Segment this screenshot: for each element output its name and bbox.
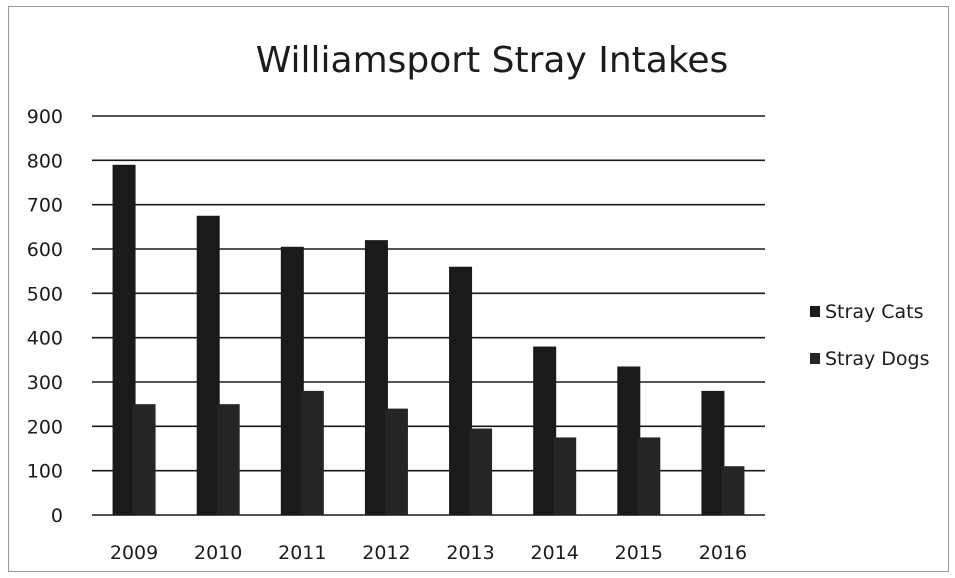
x-tick-label: 2013 xyxy=(446,542,494,564)
legend-swatch-stray-dogs xyxy=(810,353,820,364)
bar-stray-dogs-2016 xyxy=(721,466,745,515)
x-tick-label: 2016 xyxy=(699,542,747,564)
bar-stray-dogs-2015 xyxy=(637,437,661,515)
bar-stray-cats-2015 xyxy=(617,366,641,515)
legend-swatch-stray-cats xyxy=(810,306,820,317)
bar-stray-cats-2009 xyxy=(112,164,136,515)
legend: Stray Cats Stray Dogs xyxy=(810,301,929,370)
bar-stray-cats-2016 xyxy=(701,390,725,515)
y-tick-label: 100 xyxy=(27,461,63,483)
x-tick-label: 2012 xyxy=(362,542,410,564)
x-tick-label: 2014 xyxy=(531,542,579,564)
x-axis-ticks: 2009 2010 2011 2012 2013 2014 2015 2016 xyxy=(110,542,747,564)
y-tick-label: 500 xyxy=(27,283,63,305)
bar-stray-cats-2014 xyxy=(533,346,557,515)
y-tick-label: 300 xyxy=(27,372,63,394)
y-tick-label: 800 xyxy=(27,150,63,172)
bar-stray-cats-2010 xyxy=(196,215,220,515)
bar-stray-cats-2011 xyxy=(280,246,304,516)
y-tick-label: 200 xyxy=(27,416,63,438)
bar-stray-dogs-2014 xyxy=(553,437,577,515)
y-tick-label: 400 xyxy=(27,328,63,350)
x-tick-label: 2011 xyxy=(278,542,326,564)
bar-stray-dogs-2009 xyxy=(132,404,156,515)
bar-layer xyxy=(112,164,745,516)
legend-label-stray-cats: Stray Cats xyxy=(825,301,924,323)
x-tick-label: 2009 xyxy=(110,542,158,564)
bar-stray-dogs-2013 xyxy=(469,428,493,515)
chart-title: Williamsport Stray Intakes xyxy=(256,40,729,81)
grid-layer xyxy=(92,115,765,516)
y-tick-label: 700 xyxy=(27,195,63,217)
bar-stray-dogs-2010 xyxy=(216,404,240,515)
bar-stray-dogs-2012 xyxy=(384,408,408,515)
y-axis-ticks: 0 100 200 300 400 500 600 700 800 900 xyxy=(27,106,63,527)
bar-stray-cats-2012 xyxy=(364,240,388,515)
y-tick-label: 900 xyxy=(27,106,63,128)
y-tick-label: 0 xyxy=(51,505,63,527)
x-tick-label: 2010 xyxy=(194,542,242,564)
legend-label-stray-dogs: Stray Dogs xyxy=(825,348,929,370)
bar-stray-dogs-2011 xyxy=(300,390,324,515)
bar-stray-cats-2013 xyxy=(449,266,473,515)
y-tick-label: 600 xyxy=(27,239,63,261)
x-tick-label: 2015 xyxy=(615,542,663,564)
